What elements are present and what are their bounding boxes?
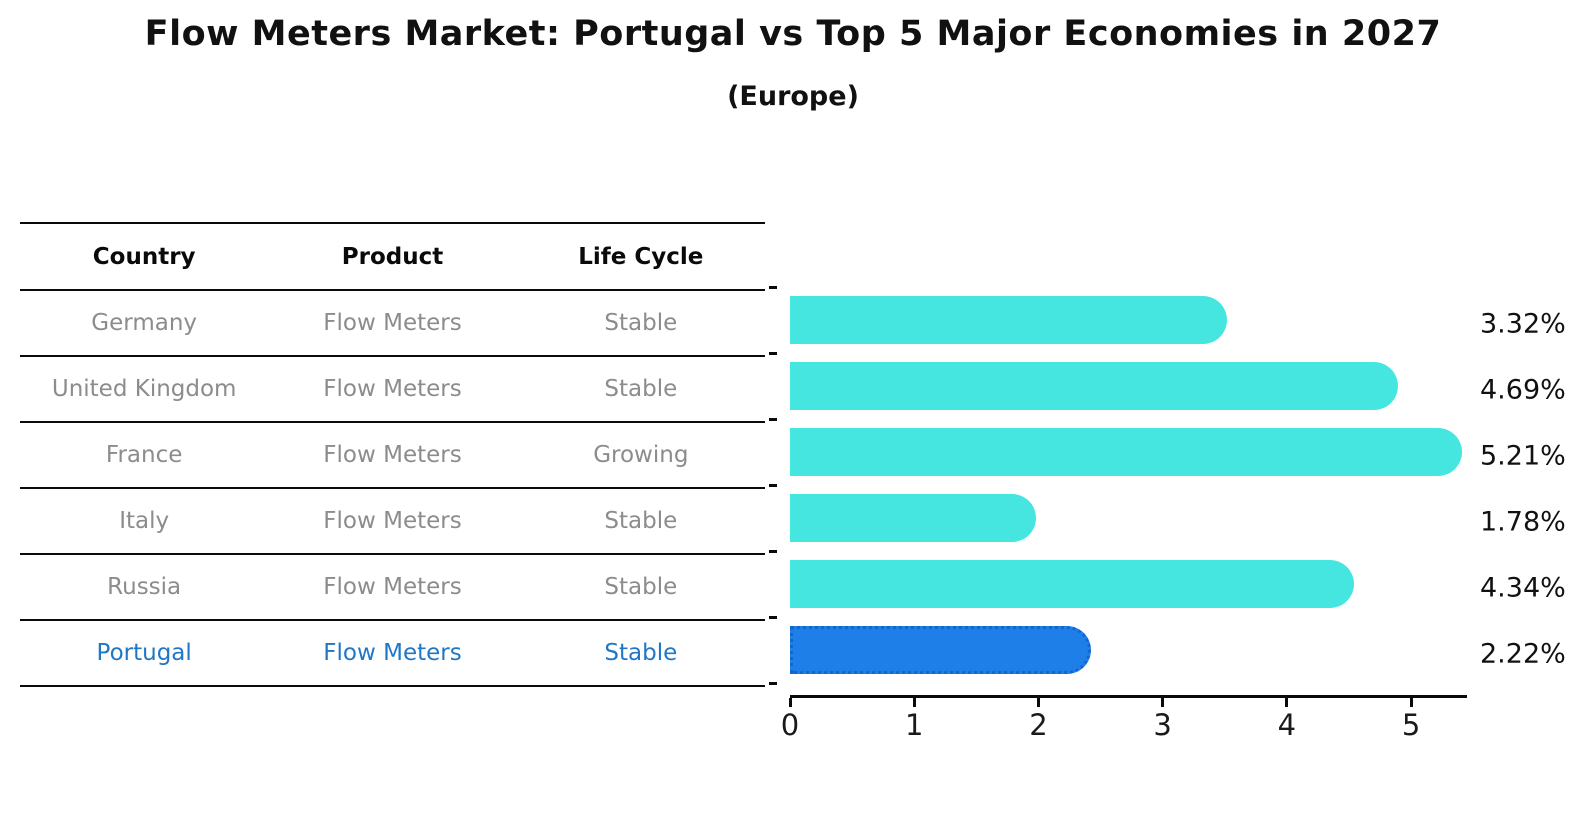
- table-row-russia: Russia Flow Meters Stable: [20, 555, 765, 621]
- bar-germany: [790, 296, 1227, 344]
- y-axis-tick: [769, 549, 777, 553]
- table-cell-life-cycle: Stable: [604, 574, 678, 600]
- bar-chart-plot-area: [790, 287, 1467, 683]
- y-axis-tick: [769, 417, 777, 421]
- x-axis-tick-label: 4: [1277, 708, 1297, 742]
- x-axis-tick: [1285, 698, 1289, 707]
- x-axis-tick-label: 3: [1153, 708, 1172, 742]
- table-cell-country: Portugal: [96, 640, 192, 666]
- table-header-row: Country Product Life Cycle: [20, 222, 765, 291]
- chart-subtitle: (Europe): [727, 81, 859, 112]
- table-cell-product: Flow Meters: [323, 508, 462, 534]
- x-axis-tick: [1409, 698, 1413, 707]
- table-cell-product: Flow Meters: [323, 574, 462, 600]
- table-cell-product: Flow Meters: [323, 442, 462, 468]
- value-label-portugal: 2.22%: [1480, 638, 1566, 670]
- x-axis-tick-label: 2: [1029, 708, 1048, 742]
- bar-united-kingdom: [790, 362, 1398, 410]
- x-axis-tick-label: 1: [904, 708, 924, 742]
- table-cell-product: Flow Meters: [323, 376, 462, 402]
- x-axis-tick: [1161, 698, 1165, 707]
- y-axis-tick: [769, 285, 777, 289]
- table-header-country: Country: [92, 243, 196, 270]
- y-axis-tick: [769, 483, 777, 487]
- table-header-product: Product: [341, 243, 444, 270]
- table-cell-product: Flow Meters: [323, 310, 462, 336]
- value-label-germany: 3.32%: [1480, 308, 1566, 340]
- table-row-united-kingdom: United Kingdom Flow Meters Stable: [20, 357, 765, 423]
- x-axis-tick: [788, 698, 792, 707]
- table-cell-life-cycle: Stable: [604, 640, 678, 666]
- table-cell-life-cycle: Stable: [604, 310, 678, 336]
- table-cell-country: Germany: [91, 310, 198, 336]
- country-table: Country Product Life Cycle Germany Flow M…: [20, 222, 765, 687]
- bar-italy: [790, 494, 1036, 542]
- table-row-germany: Germany Flow Meters Stable: [20, 291, 765, 357]
- table-cell-country: Italy: [119, 508, 170, 534]
- table-cell-country: France: [105, 442, 183, 468]
- table-header-life-cycle: Life Cycle: [578, 243, 704, 270]
- table-cell-product: Flow Meters: [323, 640, 462, 666]
- y-axis-tick: [769, 615, 777, 619]
- bar-portugal: [790, 626, 1091, 674]
- table-row-france: France Flow Meters Growing: [20, 423, 765, 489]
- x-axis-line: [790, 695, 1467, 698]
- x-axis-tick: [1036, 698, 1040, 707]
- x-axis-tick-label: 5: [1401, 708, 1421, 742]
- table-cell-country: Russia: [107, 574, 182, 600]
- table-cell-country: United Kingdom: [51, 376, 237, 402]
- x-axis-tick-label: 0: [780, 708, 800, 742]
- table-row-italy: Italy Flow Meters Stable: [20, 489, 765, 555]
- chart-title: Flow Meters Market: Portugal vs Top 5 Ma…: [144, 14, 1442, 54]
- value-label-italy: 1.78%: [1480, 506, 1566, 538]
- bar-france: [790, 428, 1462, 476]
- x-axis-tick: [912, 698, 916, 707]
- bar-russia: [790, 560, 1354, 608]
- table-cell-life-cycle: Growing: [593, 442, 689, 468]
- value-label-france: 5.21%: [1480, 440, 1566, 472]
- value-label-russia: 4.34%: [1480, 572, 1566, 604]
- table-cell-life-cycle: Stable: [604, 376, 678, 402]
- table-row-portugal: Portugal Flow Meters Stable: [20, 621, 765, 687]
- y-axis-tick: [769, 681, 777, 685]
- value-label-united-kingdom: 4.69%: [1480, 374, 1566, 406]
- table-cell-life-cycle: Stable: [604, 508, 678, 534]
- y-axis-tick: [769, 351, 777, 355]
- table-body: Germany Flow Meters Stable United Kingdom Fl…: [20, 291, 765, 687]
